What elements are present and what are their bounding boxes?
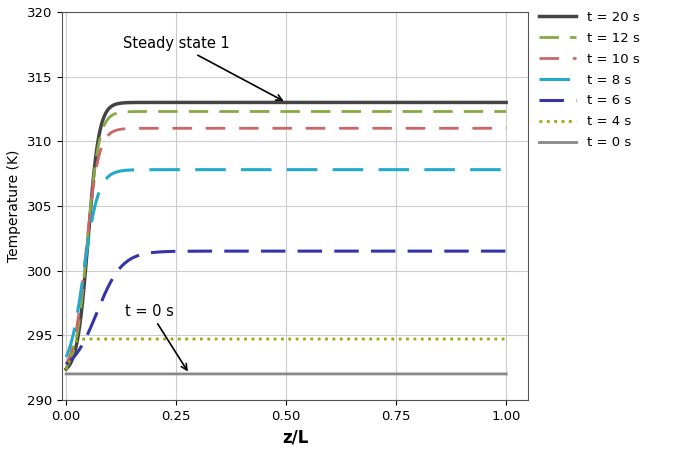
t = 6 s — [138, 251, 147, 257]
t = 20 s — [231, 100, 239, 105]
t = 4 s — [446, 336, 455, 342]
t = 4 s — [493, 336, 502, 342]
t = 12 s — [231, 109, 239, 114]
Y-axis label: Temperature (K): Temperature (K) — [7, 149, 21, 262]
t = 8 s — [250, 167, 258, 173]
t = 12 s — [285, 109, 293, 114]
t = 6 s — [62, 361, 70, 367]
t = 4 s — [502, 336, 510, 342]
Line: t = 8 s: t = 8 s — [66, 170, 506, 357]
t = 0 s — [250, 371, 258, 376]
t = 10 s — [295, 125, 304, 131]
t = 20 s — [493, 100, 502, 105]
Line: t = 6 s: t = 6 s — [66, 251, 506, 364]
t = 10 s — [250, 125, 258, 131]
Line: t = 12 s: t = 12 s — [66, 111, 506, 367]
t = 4 s — [137, 336, 145, 342]
t = 0 s — [493, 371, 502, 376]
t = 10 s — [446, 125, 455, 131]
t = 10 s — [231, 125, 239, 131]
t = 0 s — [112, 371, 120, 376]
Legend: t = 20 s, t = 12 s, t = 10 s, t = 8 s, t = 6 s, t = 4 s, t = 0 s: t = 20 s, t = 12 s, t = 10 s, t = 8 s, t… — [539, 11, 640, 149]
t = 0 s — [138, 371, 147, 376]
t = 0 s — [502, 371, 510, 376]
t = 20 s — [502, 100, 510, 105]
t = 0 s — [62, 371, 70, 376]
t = 0 s — [446, 371, 455, 376]
t = 8 s — [62, 354, 70, 360]
t = 8 s — [502, 167, 510, 173]
t = 10 s — [493, 125, 502, 131]
t = 6 s — [502, 248, 510, 254]
t = 12 s — [62, 364, 70, 370]
t = 4 s — [231, 336, 239, 342]
t = 8 s — [493, 167, 502, 173]
t = 6 s — [500, 248, 508, 254]
t = 0 s — [231, 371, 239, 376]
Line: t = 4 s: t = 4 s — [66, 339, 506, 370]
Text: t = 0 s: t = 0 s — [125, 304, 187, 370]
X-axis label: z/L: z/L — [281, 428, 308, 446]
Text: Steady state 1: Steady state 1 — [123, 36, 282, 100]
t = 12 s — [493, 109, 502, 114]
t = 4 s — [62, 367, 70, 372]
t = 12 s — [138, 109, 147, 114]
t = 10 s — [112, 127, 120, 133]
t = 12 s — [250, 109, 258, 114]
t = 8 s — [138, 167, 147, 173]
t = 20 s — [446, 100, 455, 105]
t = 6 s — [112, 270, 120, 275]
t = 6 s — [250, 248, 258, 254]
t = 4 s — [112, 336, 120, 342]
Line: t = 20 s: t = 20 s — [66, 102, 506, 369]
Line: t = 10 s: t = 10 s — [66, 128, 506, 364]
t = 20 s — [112, 101, 120, 107]
t = 8 s — [112, 169, 120, 175]
t = 6 s — [446, 248, 455, 254]
t = 10 s — [138, 125, 147, 131]
t = 4 s — [250, 336, 259, 342]
t = 6 s — [231, 248, 239, 254]
t = 12 s — [446, 109, 455, 114]
t = 10 s — [62, 361, 70, 366]
t = 12 s — [502, 109, 510, 114]
t = 20 s — [250, 100, 258, 105]
t = 4 s — [138, 336, 147, 342]
t = 12 s — [112, 111, 120, 116]
t = 20 s — [138, 100, 147, 105]
t = 20 s — [272, 100, 280, 105]
t = 8 s — [231, 167, 239, 173]
t = 10 s — [502, 125, 510, 131]
t = 20 s — [62, 366, 70, 372]
t = 6 s — [493, 248, 502, 254]
t = 8 s — [446, 167, 455, 173]
t = 8 s — [329, 167, 338, 173]
